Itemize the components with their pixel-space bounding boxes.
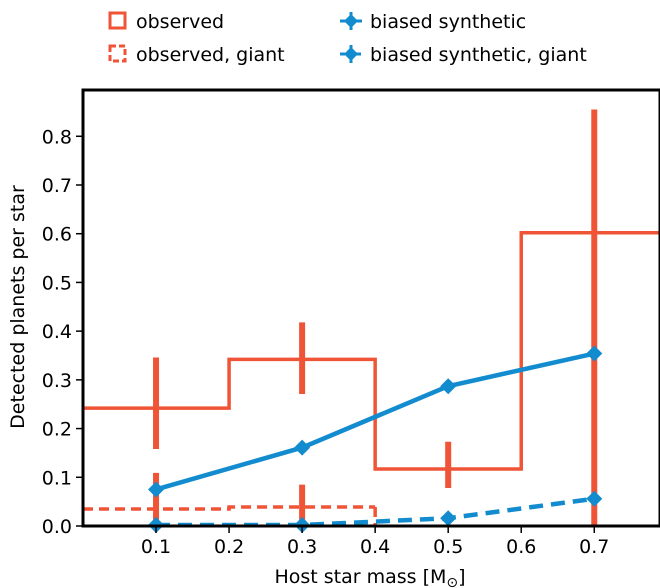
y-tick-label: 0.5	[42, 272, 72, 294]
x-tick-label: 0.3	[287, 536, 317, 558]
x-axis-label-subscript: ⊙	[446, 575, 458, 588]
x-tick-label: 0.4	[360, 536, 390, 558]
observed-giant-step-line	[83, 505, 376, 511]
y-axis-label: Detected planets per star	[7, 185, 29, 429]
observed-step-line	[83, 230, 660, 471]
y-tick-label: 0.7	[42, 175, 72, 197]
y-tick-label: 0.3	[42, 370, 72, 392]
legend-swatch-observed	[108, 11, 127, 30]
biased-synthetic-point	[294, 439, 311, 456]
biased-synthetic-point	[440, 378, 457, 395]
x-tick-label: 0.2	[214, 536, 244, 558]
legend: observed observed, giant biased syntheti…	[108, 11, 587, 66]
legend-marker-biased-synthetic-giant	[344, 47, 358, 61]
y-tick-label: 0.0	[42, 516, 72, 538]
axes: 0.1 0.2 0.3 0.4 0.5 0.6 0.7 0.0 0.1 0.2 0.3 0.4 0.5 0…	[42, 88, 660, 558]
legend-item-biased-synthetic-giant: biased synthetic, giant	[340, 44, 587, 66]
legend-label-biased-synthetic-giant: biased synthetic, giant	[370, 44, 587, 66]
x-tick-label: 0.7	[579, 536, 609, 558]
legend-swatch-observed-giant	[108, 44, 127, 63]
legend-label-biased-synthetic: biased synthetic	[370, 11, 526, 33]
plot-frame	[81, 88, 660, 528]
y-tick-label: 0.4	[42, 321, 72, 343]
legend-label-observed-giant: observed, giant	[136, 44, 285, 66]
y-tick-label: 0.1	[42, 467, 72, 489]
legend-item-observed-giant: observed, giant	[108, 44, 285, 66]
y-tick-label: 0.6	[42, 224, 72, 246]
legend-item-biased-synthetic: biased synthetic	[340, 11, 526, 33]
biased-synthetic-point	[586, 345, 603, 362]
x-tick-label: 0.5	[433, 536, 463, 558]
legend-item-observed: observed	[108, 11, 224, 33]
y-tick-label: 0.2	[42, 419, 72, 441]
legend-label-observed: observed	[136, 11, 224, 33]
biased-synthetic-giant-point	[440, 510, 457, 527]
x-axis-label: Host star mass [M⊙]	[274, 566, 465, 588]
biased-synthetic-line	[155, 351, 595, 492]
biased-synthetic-point	[148, 481, 165, 498]
x-tick-label: 0.1	[141, 536, 171, 558]
biased-synthetic-giant-point	[586, 490, 603, 507]
x-tick-label: 0.6	[506, 536, 536, 558]
plot-area	[83, 109, 660, 534]
y-tick-label: 0.8	[42, 126, 72, 148]
legend-marker-biased-synthetic	[344, 14, 358, 28]
